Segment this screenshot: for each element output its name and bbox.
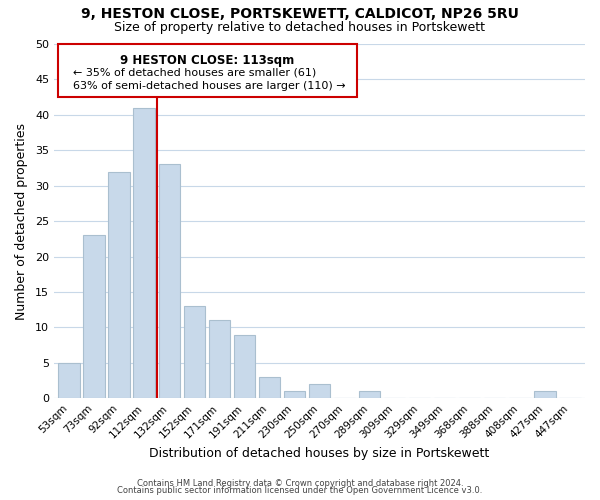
Bar xyxy=(284,391,305,398)
Bar xyxy=(259,377,280,398)
Bar xyxy=(209,320,230,398)
FancyBboxPatch shape xyxy=(58,44,357,97)
Bar xyxy=(158,164,180,398)
Bar xyxy=(309,384,330,398)
Bar xyxy=(534,391,556,398)
Y-axis label: Number of detached properties: Number of detached properties xyxy=(15,122,28,320)
Text: 9, HESTON CLOSE, PORTSKEWETT, CALDICOT, NP26 5RU: 9, HESTON CLOSE, PORTSKEWETT, CALDICOT, … xyxy=(81,8,519,22)
X-axis label: Distribution of detached houses by size in Portskewett: Distribution of detached houses by size … xyxy=(149,447,490,460)
Text: Contains HM Land Registry data © Crown copyright and database right 2024.: Contains HM Land Registry data © Crown c… xyxy=(137,478,463,488)
Bar xyxy=(83,236,104,398)
Text: 9 HESTON CLOSE: 113sqm: 9 HESTON CLOSE: 113sqm xyxy=(120,54,295,66)
Bar xyxy=(109,172,130,398)
Bar xyxy=(58,363,80,398)
Bar xyxy=(133,108,155,399)
Bar xyxy=(233,334,255,398)
Bar xyxy=(359,391,380,398)
Text: Size of property relative to detached houses in Portskewett: Size of property relative to detached ho… xyxy=(115,21,485,34)
Text: ← 35% of detached houses are smaller (61): ← 35% of detached houses are smaller (61… xyxy=(73,68,316,78)
Text: Contains public sector information licensed under the Open Government Licence v3: Contains public sector information licen… xyxy=(118,486,482,495)
Bar xyxy=(184,306,205,398)
Text: 63% of semi-detached houses are larger (110) →: 63% of semi-detached houses are larger (… xyxy=(73,81,345,91)
